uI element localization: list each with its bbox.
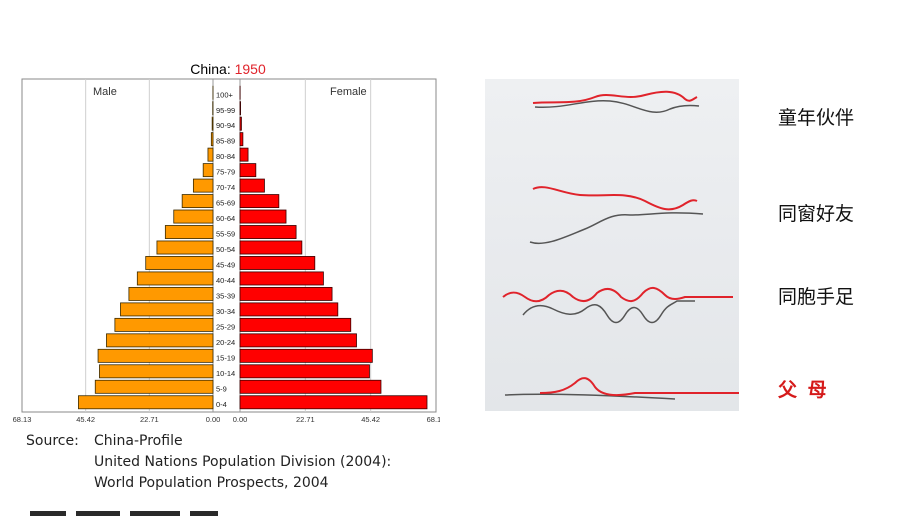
male-bar-35-39: [129, 287, 213, 300]
curve-4-red: [540, 378, 739, 395]
female-bar-50-54: [240, 241, 302, 254]
age-label-30-34: 30-34: [216, 307, 235, 316]
x-tick-label: 68.13: [13, 415, 32, 424]
x-tick-label: 22.71: [296, 415, 315, 424]
x-tick-label: 45.42: [361, 415, 380, 424]
female-bar-40-44: [240, 272, 323, 285]
age-label-75-79: 75-79: [216, 168, 235, 177]
source-label: Source:: [26, 431, 79, 451]
x-tick-label: 0.00: [206, 415, 221, 424]
curve-3-red: [503, 288, 733, 301]
cut-off-text-fragment: [30, 511, 270, 518]
age-label-95-99: 95-99: [216, 106, 235, 115]
female-bar-0-4: [240, 396, 427, 409]
curve-4-dark: [505, 394, 675, 399]
male-bar-45-49: [146, 256, 213, 269]
male-bar-0-4: [78, 396, 213, 409]
age-label-5-9: 5-9: [216, 384, 227, 393]
female-bar-10-14: [240, 365, 369, 378]
age-label-65-69: 65-69: [216, 199, 235, 208]
male-bar-55-59: [165, 225, 213, 238]
female-bar-85-89: [240, 133, 243, 146]
female-bar-90-94: [240, 117, 241, 130]
age-label-0-4: 0-4: [216, 400, 227, 409]
male-bar-65-69: [182, 195, 213, 208]
slide: China: 1950 Male Female 100+ 95-99 90-94 85…: [0, 0, 920, 518]
relationship-curves-photo: [485, 79, 739, 411]
female-bar-55-59: [240, 225, 296, 238]
male-bar-80-84: [208, 148, 213, 161]
male-bar-90-94: [212, 117, 213, 130]
female-bar-20-24: [240, 334, 357, 347]
male-bar-85-89: [211, 133, 213, 146]
male-label: Male: [93, 86, 117, 98]
curve-3-dark: [523, 301, 695, 323]
age-label-55-59: 55-59: [216, 230, 235, 239]
source-line-3: World Population Prospects, 2004: [94, 473, 329, 493]
female-bar-5-9: [240, 380, 381, 393]
x-tick-labels: 68.13 45.42 22.71 0.00 0.00 22.71 45.42 68.13: [13, 415, 440, 424]
chart-title: China: 1950: [190, 61, 266, 77]
age-label-80-84: 80-84: [216, 152, 235, 161]
age-label-50-54: 50-54: [216, 245, 235, 254]
female-bar-30-34: [240, 303, 338, 316]
male-bar-50-54: [157, 241, 213, 254]
age-label-40-44: 40-44: [216, 276, 235, 285]
female-bar-35-39: [240, 287, 332, 300]
male-bar-10-14: [99, 365, 213, 378]
male-bar-70-74: [193, 179, 213, 192]
male-bar-40-44: [137, 272, 213, 285]
male-bar-15-19: [98, 349, 213, 362]
x-tick-label: 22.71: [140, 415, 159, 424]
curves-drawing: [485, 79, 739, 411]
age-label-60-64: 60-64: [216, 214, 235, 223]
source-line-2: United Nations Population Division (2004…: [94, 452, 391, 472]
label-classmates: 同窗好友: [778, 199, 854, 226]
age-label-85-89: 85-89: [216, 137, 235, 146]
x-tick-label: 0.00: [233, 415, 248, 424]
age-label-20-24: 20-24: [216, 338, 235, 347]
x-tick-label: 68.13: [427, 415, 440, 424]
age-labels: 100+ 95-99 90-94 85-89 80-84 75-79 70-74 65-69 6…: [216, 90, 235, 409]
female-bar-75-79: [240, 164, 256, 177]
female-bar-65-69: [240, 195, 279, 208]
age-label-15-19: 15-19: [216, 353, 235, 362]
male-bar-5-9: [95, 380, 213, 393]
curve-2-dark: [530, 213, 703, 243]
female-bar-45-49: [240, 256, 315, 269]
male-bar-60-64: [174, 210, 213, 223]
male-bar-30-34: [120, 303, 213, 316]
age-label-90-94: 90-94: [216, 121, 235, 130]
label-parents: 父 母: [778, 375, 829, 402]
female-bar-80-84: [240, 148, 248, 161]
age-label-10-14: 10-14: [216, 369, 235, 378]
female-bar-25-29: [240, 318, 351, 331]
label-siblings: 同胞手足: [778, 282, 854, 309]
female-bar-60-64: [240, 210, 286, 223]
population-pyramid-chart: China: 1950 Male Female 100+ 95-99 90-94 85…: [0, 58, 440, 428]
age-label-100+: 100+: [216, 90, 234, 99]
female-bar-95-99: [240, 102, 241, 115]
curve-2-red: [533, 187, 697, 209]
age-label-70-74: 70-74: [216, 183, 235, 192]
source-line-1: China-Profile: [94, 431, 183, 451]
female-bar-15-19: [240, 349, 372, 362]
male-bar-75-79: [203, 164, 213, 177]
female-bar-70-74: [240, 179, 264, 192]
age-label-35-39: 35-39: [216, 291, 235, 300]
male-bar-25-29: [115, 318, 213, 331]
male-bar-20-24: [106, 334, 213, 347]
label-childhood-friends: 童年伙伴: [778, 103, 854, 130]
female-label: Female: [330, 86, 367, 98]
age-label-45-49: 45-49: [216, 261, 235, 270]
x-tick-label: 45.42: [76, 415, 95, 424]
age-label-25-29: 25-29: [216, 322, 235, 331]
